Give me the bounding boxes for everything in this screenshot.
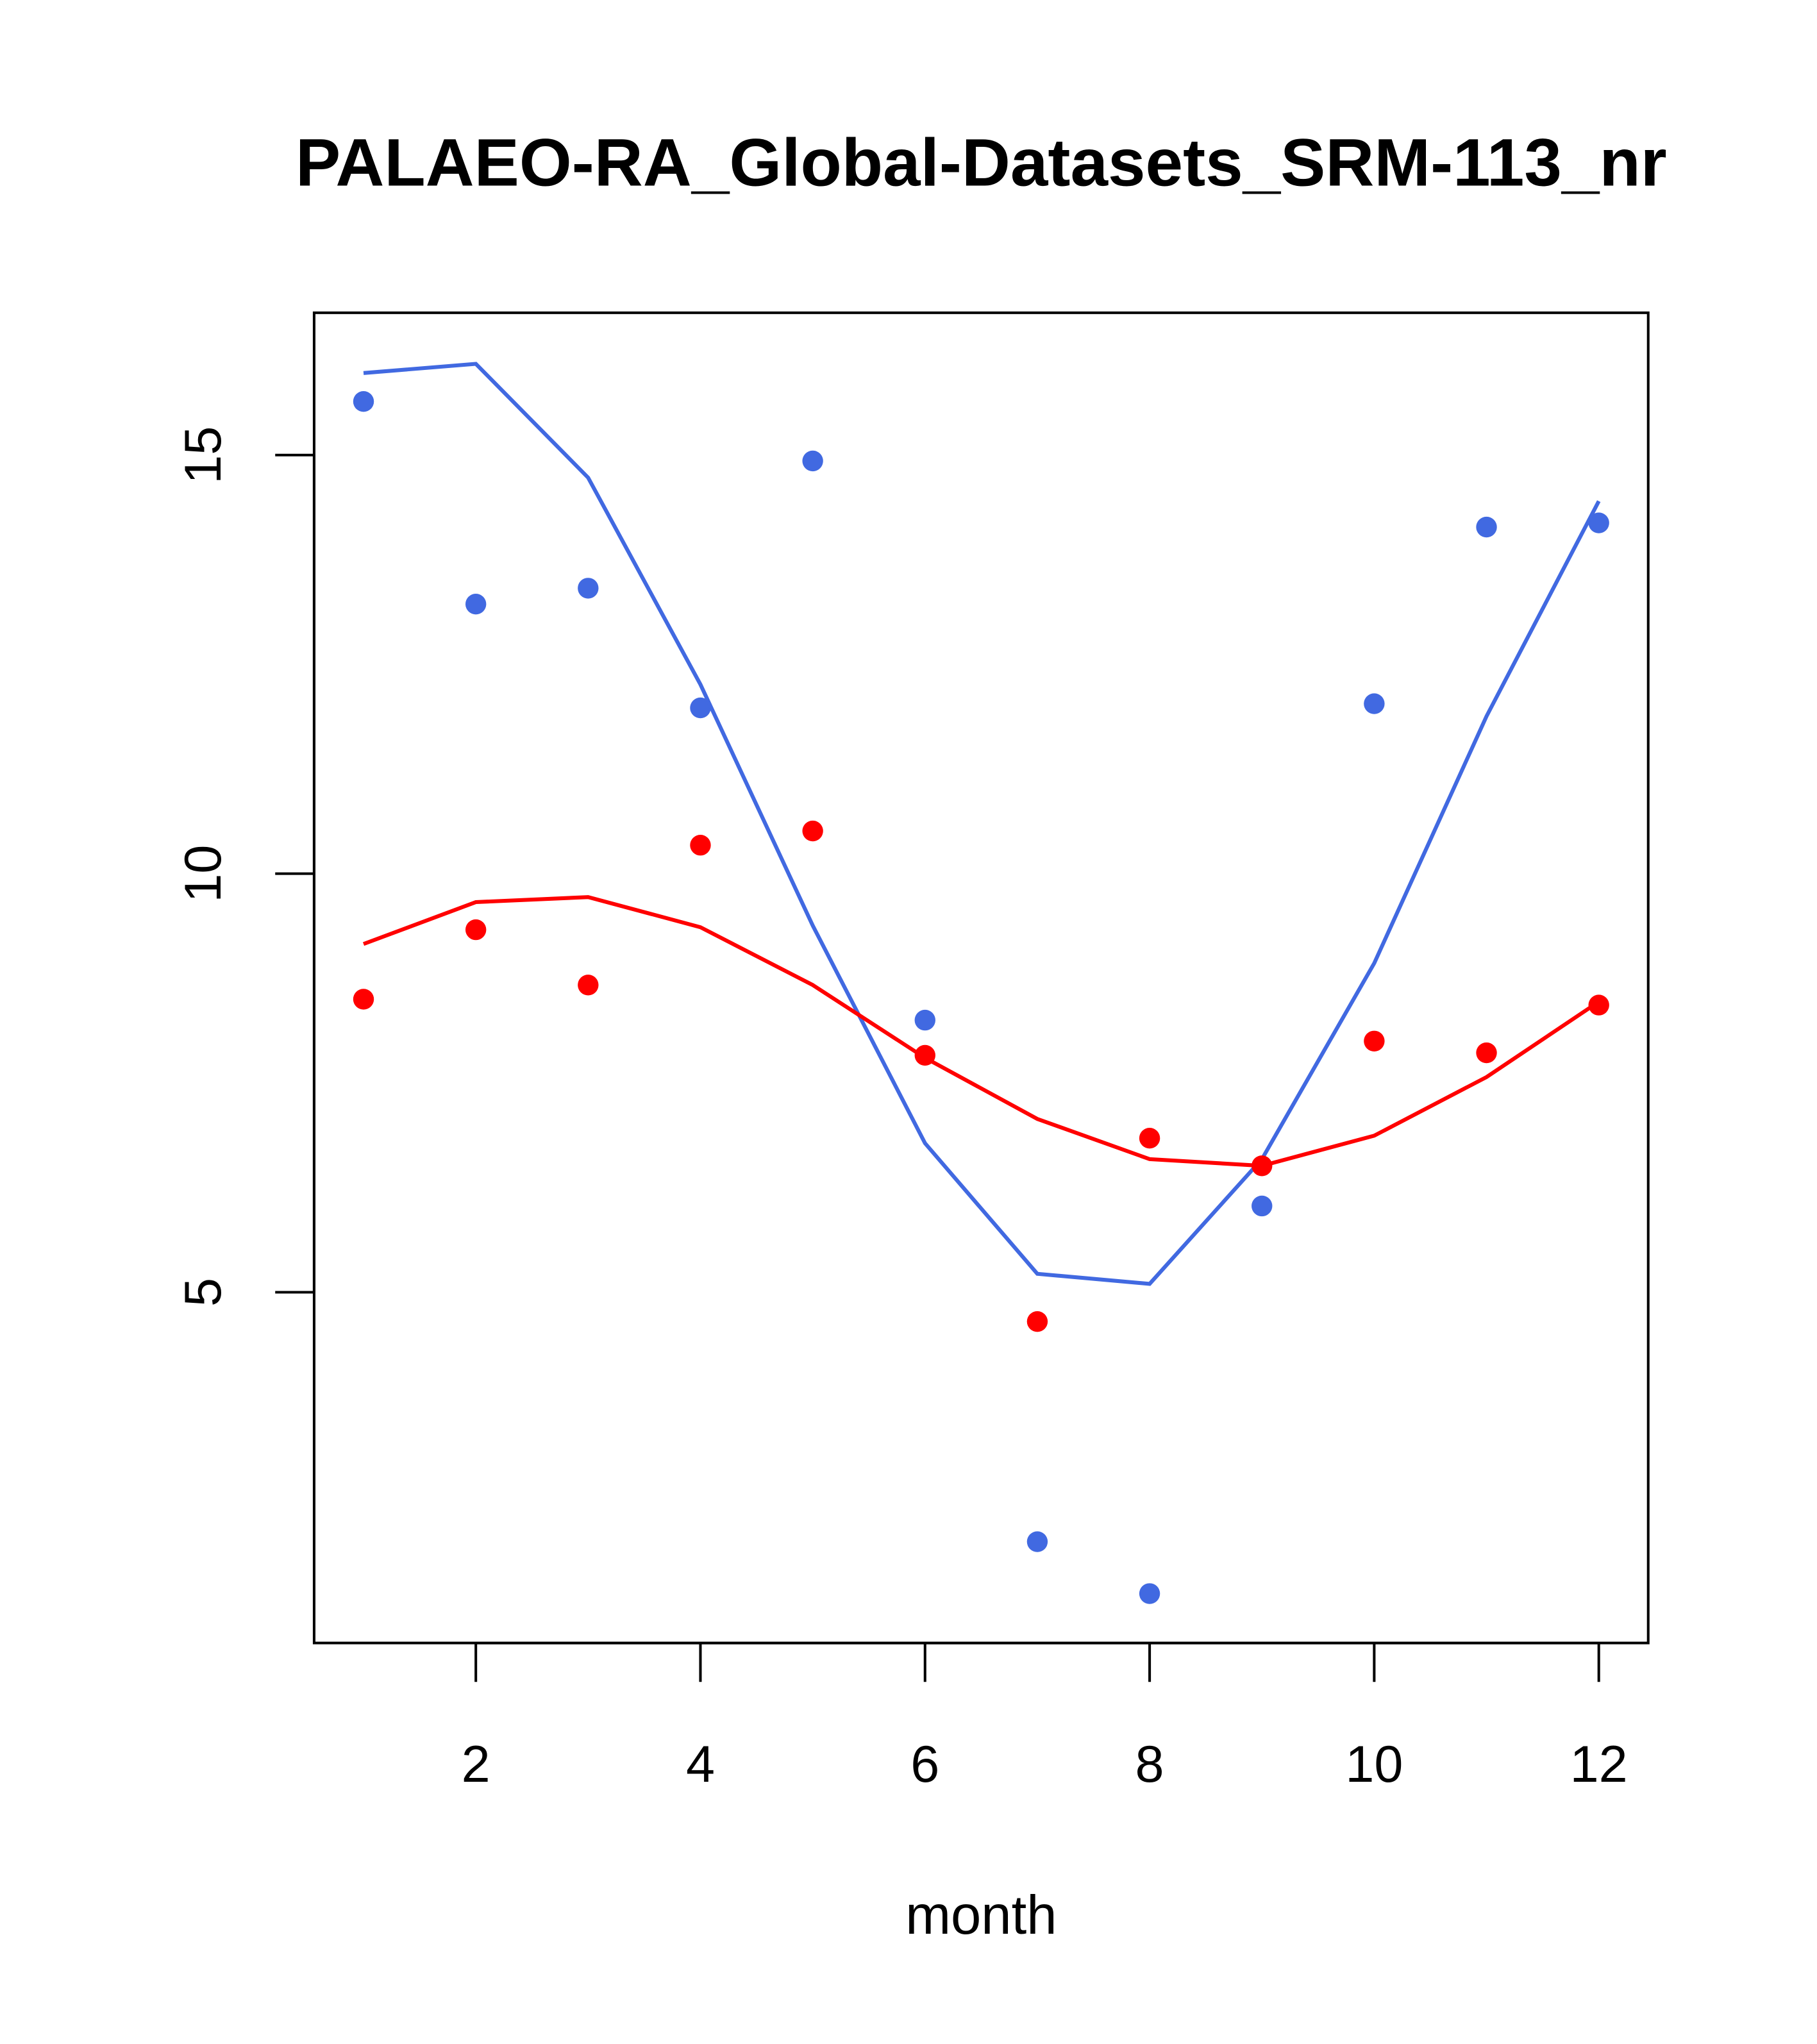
x-tick-label: 4: [686, 1736, 715, 1793]
blue-points-point: [578, 578, 599, 599]
red-points-point: [1476, 1042, 1497, 1064]
blue-points-point: [1139, 1583, 1160, 1604]
blue-points-point: [1026, 1531, 1048, 1552]
red-points-point: [802, 820, 823, 842]
blue-points-point: [353, 391, 374, 412]
y-axis: 5 10 15: [174, 426, 315, 1307]
blue-points-point: [802, 450, 823, 472]
x-tick-label: 12: [1570, 1736, 1628, 1793]
red-line: [362, 895, 1600, 1168]
blue-points-point: [1476, 516, 1497, 538]
red-points-point: [578, 975, 599, 996]
y-tick-label: 15: [174, 426, 232, 484]
plot-frame: [312, 311, 1650, 1645]
blue-points-point: [1252, 1195, 1273, 1217]
blue-points-point: [465, 593, 487, 615]
series-layer: [353, 362, 1609, 1604]
x-tick-label: 8: [1135, 1736, 1164, 1793]
x-axis-label: month: [905, 1885, 1057, 1946]
y-tick-label: 5: [174, 1278, 232, 1307]
x-axis: 2 4 6 8 10 12: [462, 1641, 1628, 1793]
red-points-point: [465, 919, 487, 941]
y-tick-label: 10: [174, 845, 232, 903]
red-points-point: [1588, 994, 1609, 1016]
red-points-point: [690, 835, 711, 856]
blue-points-point: [914, 1009, 935, 1031]
red-points-point: [1139, 1128, 1160, 1149]
red-points-point: [1364, 1030, 1385, 1051]
red-points-point: [1026, 1311, 1048, 1332]
red-points-point: [353, 989, 374, 1010]
x-tick-label: 2: [462, 1736, 490, 1793]
blue-points-point: [690, 697, 711, 719]
blue-line: [363, 362, 1601, 1286]
x-tick-label: 6: [910, 1736, 939, 1793]
chart-title: PALAEO-RA_Global-Datasets_SRM-113_nr: [296, 125, 1667, 200]
x-tick-label: 10: [1345, 1736, 1403, 1793]
blue-points-point: [1364, 693, 1385, 714]
blue-points-point: [1588, 512, 1609, 533]
